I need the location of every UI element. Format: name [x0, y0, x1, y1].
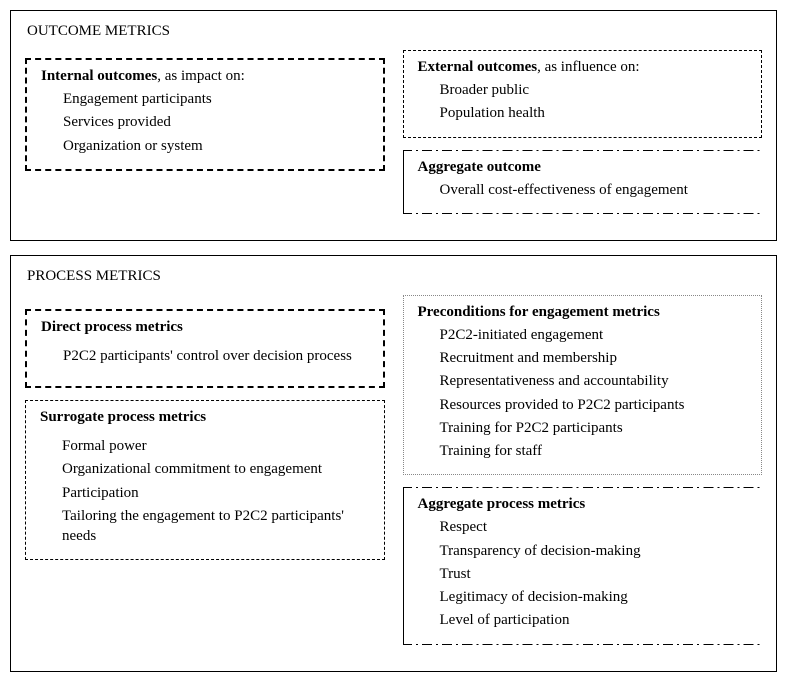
- internal-outcomes-title: Internal outcomes, as impact on:: [41, 68, 369, 85]
- precond-item: Recruitment and membership: [440, 348, 748, 368]
- precond-item: Representativeness and accountability: [440, 371, 748, 391]
- external-bold: External outcomes: [418, 59, 538, 75]
- surrogate-bold: Surrogate process metrics: [40, 409, 206, 425]
- outcome-title: OUTCOME METRICS: [27, 23, 762, 40]
- surrogate-item: Tailoring the engagement to P2C2 partici…: [62, 506, 370, 547]
- precond-bold: Preconditions for engagement metrics: [418, 304, 660, 320]
- surrogate-item: Formal power: [62, 436, 370, 456]
- aggregate-outcome-title: Aggregate outcome: [418, 159, 748, 176]
- agg-proc-item: Level of participation: [440, 610, 748, 630]
- internal-bold: Internal outcomes: [41, 68, 157, 84]
- internal-item: Organization or system: [63, 136, 369, 156]
- outcome-left-col: Internal outcomes, as impact on: Engagem…: [25, 50, 385, 226]
- process-title: PROCESS METRICS: [27, 268, 762, 285]
- direct-process-title: Direct process metrics: [41, 319, 369, 336]
- agg-proc-item: Trust: [440, 564, 748, 584]
- process-right-col: Preconditions for engagement metrics P2C…: [403, 295, 763, 657]
- surrogate-item: Participation: [62, 483, 370, 503]
- external-outcomes-box: External outcomes, as influence on: Broa…: [403, 50, 763, 138]
- agg-proc-bold: Aggregate process metrics: [418, 496, 586, 512]
- external-item: Broader public: [440, 80, 748, 100]
- process-columns: Direct process metrics P2C2 participants…: [25, 295, 762, 657]
- internal-item: Engagement participants: [63, 89, 369, 109]
- process-section: PROCESS METRICS Direct process metrics P…: [10, 255, 777, 672]
- outcome-right-col: External outcomes, as influence on: Broa…: [403, 50, 763, 226]
- external-rest: , as influence on:: [537, 59, 639, 75]
- agg-proc-item: Respect: [440, 517, 748, 537]
- precond-item: Training for staff: [440, 441, 748, 461]
- agg-out-bold: Aggregate outcome: [418, 159, 541, 175]
- surrogate-item: Organizational commitment to engagement: [62, 459, 370, 479]
- direct-item: P2C2 participants' control over decision…: [63, 346, 369, 366]
- aggregate-process-title: Aggregate process metrics: [418, 496, 748, 513]
- external-outcomes-title: External outcomes, as influence on:: [418, 59, 748, 76]
- preconditions-title: Preconditions for engagement metrics: [418, 304, 748, 321]
- outcome-columns: Internal outcomes, as impact on: Engagem…: [25, 50, 762, 226]
- surrogate-process-title: Surrogate process metrics: [40, 409, 370, 426]
- direct-process-box: Direct process metrics P2C2 participants…: [25, 309, 385, 388]
- precond-item: Resources provided to P2C2 participants: [440, 395, 748, 415]
- aggregate-outcome-box: Aggregate outcome Overall cost-effective…: [403, 150, 763, 214]
- aggregate-process-box: Aggregate process metrics Respect Transp…: [403, 487, 763, 644]
- surrogate-process-box: Surrogate process metrics Formal power O…: [25, 400, 385, 560]
- precond-item: Training for P2C2 participants: [440, 418, 748, 438]
- agg-proc-item: Legitimacy of decision-making: [440, 587, 748, 607]
- process-left-col: Direct process metrics P2C2 participants…: [25, 295, 385, 657]
- internal-rest: , as impact on:: [157, 68, 244, 84]
- external-item: Population health: [440, 103, 748, 123]
- aggregate-outcome-item: Overall cost-effectiveness of engagement: [440, 180, 748, 200]
- outcome-section: OUTCOME METRICS Internal outcomes, as im…: [10, 10, 777, 241]
- direct-bold: Direct process metrics: [41, 319, 183, 335]
- internal-item: Services provided: [63, 112, 369, 132]
- internal-outcomes-box: Internal outcomes, as impact on: Engagem…: [25, 58, 385, 171]
- preconditions-box: Preconditions for engagement metrics P2C…: [403, 295, 763, 476]
- agg-proc-item: Transparency of decision-making: [440, 541, 748, 561]
- precond-item: P2C2-initiated engagement: [440, 325, 748, 345]
